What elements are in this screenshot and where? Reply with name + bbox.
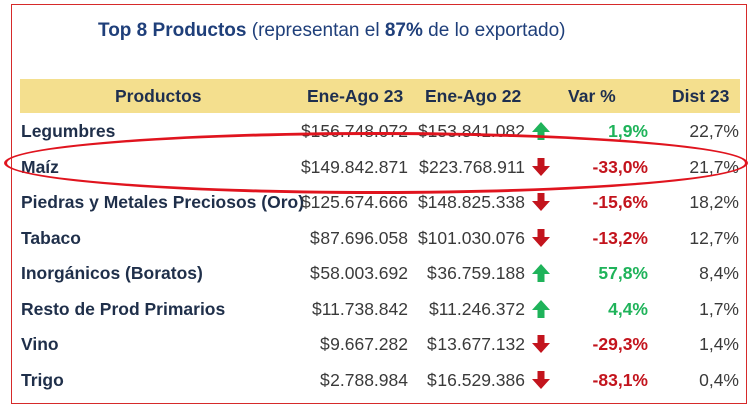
value-ene-ago-23: 11.738.842 [321, 298, 408, 319]
arrow-down-icon [532, 193, 550, 211]
product-name: Resto de Prod Primarios [21, 298, 226, 319]
currency-symbol: $ [301, 192, 311, 212]
product-name: Maíz [21, 156, 59, 177]
currency-symbol: $ [310, 263, 320, 283]
title-percent: 87% [384, 20, 423, 41]
product-name: Tabaco [21, 227, 81, 248]
value-dist: 1,7% [699, 298, 739, 319]
table-frame [11, 4, 747, 404]
table-row: Vino $9.667.282 $13.677.132 -29,3% 1,4% [0, 327, 755, 361]
product-name: Vino [21, 334, 59, 354]
currency-symbol: $ [419, 156, 429, 177]
value-ene-ago-22: 153.841.082 [427, 121, 525, 141]
value-ene-ago-23: 58.003.692 [320, 263, 408, 283]
table-row: Piedras y Metales Preciosos (Oro) $125.67… [0, 185, 755, 219]
arrow-down-icon [532, 157, 550, 176]
value-ene-ago-22: 148.825.338 [427, 192, 525, 212]
arrow-down-icon [532, 228, 550, 247]
currency-symbol: $ [418, 121, 428, 141]
value-var: -29,3% [592, 334, 648, 354]
value-var: 4,4% [608, 298, 648, 319]
currency-symbol: $ [320, 369, 330, 390]
value-var: -83,1% [592, 369, 648, 390]
value-ene-ago-22: 16.529.386 [437, 369, 525, 390]
value-var: -13,2% [592, 227, 648, 248]
header-ene-ago-23: Ene-Ago 23 [307, 86, 404, 106]
table-row: Resto de Prod Primarios $11.738.842 $11.24… [0, 292, 755, 326]
value-dist: 18,2% [689, 192, 739, 212]
value-dist: 1,4% [699, 334, 739, 354]
value-var: -15,6% [592, 192, 648, 212]
value-dist: 0,4% [699, 369, 739, 390]
value-var: 1,9% [608, 121, 648, 141]
currency-symbol: $ [312, 298, 322, 319]
title-bold: Top 8 Productos [98, 20, 247, 41]
table-title: Top 8 Productos (representan el 87% de l… [98, 20, 565, 42]
value-ene-ago-22: 11.246.372 [438, 298, 525, 319]
currency-symbol: $ [427, 369, 437, 390]
arrow-down-icon [532, 370, 550, 389]
header-var: Var % [568, 86, 616, 106]
table-header: Productos Ene-Ago 23 Ene-Ago 22 Var % Di… [20, 79, 740, 113]
table-row: Trigo $2.788.984 $16.529.386 -83,1% 0,4% [0, 363, 755, 397]
value-ene-ago-22: 36.759.188 [437, 263, 525, 283]
value-dist: 8,4% [699, 263, 739, 283]
product-name: Legumbres [21, 121, 116, 141]
value-ene-ago-23: 2.788.984 [330, 369, 408, 390]
currency-symbol: $ [418, 192, 428, 212]
product-name: Trigo [21, 369, 64, 390]
arrow-up-icon [532, 264, 550, 282]
table-row: Inorgánicos (Boratos) $58.003.692 $36.759.… [0, 256, 755, 290]
value-ene-ago-23: 87.696.058 [320, 227, 408, 248]
header-ene-ago-22: Ene-Ago 22 [425, 86, 522, 106]
value-ene-ago-22: 101.030.076 [427, 227, 525, 248]
currency-symbol: $ [427, 334, 437, 354]
arrow-down-icon [532, 335, 550, 353]
arrow-up-icon [532, 299, 550, 318]
value-var: 57,8% [598, 263, 648, 283]
currency-symbol: $ [418, 227, 428, 248]
value-ene-ago-22: 223.768.911 [428, 156, 525, 177]
currency-symbol: $ [301, 156, 311, 177]
value-dist: 22,7% [689, 121, 739, 141]
table-row: Maíz $149.842.871 $223.768.911 -33,0% 21,7% [0, 150, 755, 184]
value-dist: 21,7% [689, 156, 739, 177]
table-row: Tabaco $87.696.058 $101.030.076 -13,2% 12,7% [0, 221, 755, 255]
table-row: Legumbres $156.748.072 $153.841.082 1,9% 22,… [0, 114, 755, 148]
currency-symbol: $ [427, 263, 437, 283]
value-ene-ago-23: 9.667.282 [330, 334, 408, 354]
header-productos: Productos [115, 86, 202, 106]
value-ene-ago-23: 149.842.871 [310, 156, 408, 177]
currency-symbol: $ [301, 121, 311, 141]
product-name: Inorgánicos (Boratos) [21, 263, 203, 283]
value-var: -33,0% [592, 156, 648, 177]
arrow-up-icon [532, 122, 550, 140]
value-ene-ago-23: 125.674.666 [310, 192, 408, 212]
product-name: Piedras y Metales Preciosos (Oro) [21, 192, 305, 212]
currency-symbol: $ [429, 298, 439, 319]
currency-symbol: $ [310, 227, 320, 248]
value-dist: 12,7% [689, 227, 739, 248]
header-dist: Dist 23 [672, 86, 730, 106]
value-ene-ago-23: 156.748.072 [310, 121, 408, 141]
title-text-pre: (representan el [246, 20, 385, 41]
title-text-post: de lo exportado) [422, 20, 566, 41]
value-ene-ago-22: 13.677.132 [437, 334, 525, 354]
currency-symbol: $ [320, 334, 330, 354]
